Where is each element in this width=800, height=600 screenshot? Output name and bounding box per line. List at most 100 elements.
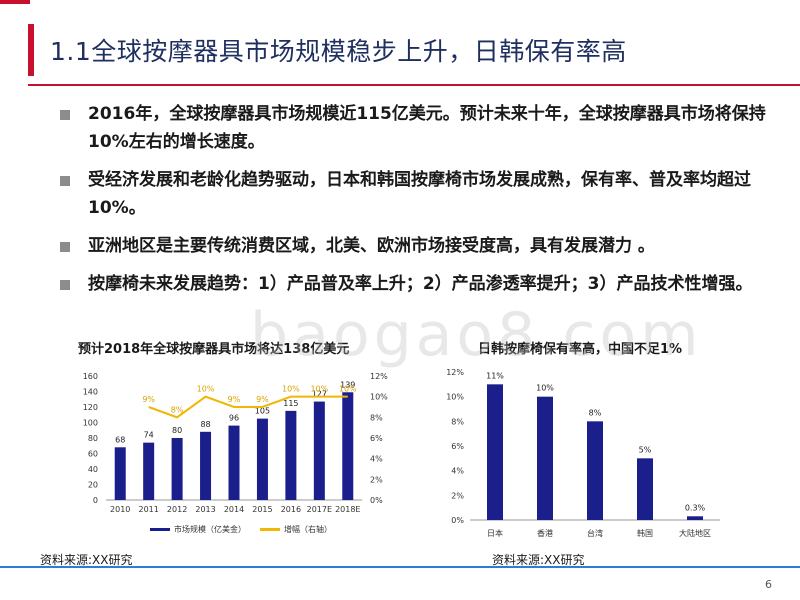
y-axis-tick: 10%: [446, 393, 464, 402]
x-axis-tick: 2016: [281, 505, 301, 514]
x-axis-tick: 2014: [224, 505, 244, 514]
legend-bar-swatch: [150, 528, 170, 531]
bullet-square-icon: [60, 176, 70, 186]
bar-market-size: [200, 431, 212, 500]
bar-value-label: 115: [283, 399, 298, 408]
x-axis-tick: 香港: [537, 528, 553, 538]
growth-value-label: 10%: [339, 385, 357, 394]
x-axis-tick: 2015: [252, 505, 272, 514]
right-axis-tick: 10%: [370, 393, 388, 402]
title-accent-bar: [28, 24, 34, 76]
source-right: 资料来源:XX研究: [492, 553, 585, 567]
growth-value-label: 8%: [171, 405, 184, 414]
y-axis-tick: 0%: [451, 516, 464, 525]
left-axis-tick: 60: [88, 450, 98, 459]
right-axis-tick: 12%: [370, 372, 388, 381]
bar-value-label: 80: [172, 426, 182, 435]
legend-bar-label: 市场规模（亿美金）: [174, 524, 246, 534]
left-chart-caption: 预计2018年全球按摩器具市场将达138亿美元: [78, 342, 350, 357]
left-axis-tick: 80: [88, 434, 98, 443]
x-axis-tick: 2018E: [335, 505, 360, 514]
bar-ownership-rate: [537, 396, 553, 520]
bar-market-size: [114, 447, 126, 500]
y-axis-tick: 8%: [451, 417, 464, 426]
x-axis-tick: 2017E: [307, 505, 332, 514]
growth-value-label: 9%: [256, 395, 269, 404]
page-number: 6: [765, 578, 772, 591]
bullet-text: 2016年，全球按摩器具市场规模近115亿美元。预计未来十年，全球按摩器具市场将…: [88, 104, 766, 152]
right-chart-caption: 日韩按摩椅保有率高，中国不足1%: [478, 342, 683, 357]
y-axis-tick: 12%: [446, 368, 464, 377]
bullet-square-icon: [60, 242, 70, 252]
right-axis-tick: 4%: [370, 455, 383, 464]
bar-ownership-rate: [487, 384, 503, 520]
x-axis-tick: 大陆地区: [679, 528, 711, 538]
bar-market-size: [313, 401, 325, 500]
top-accent-bar: [0, 0, 30, 4]
x-axis-tick: 2011: [138, 505, 158, 514]
y-axis-tick: 4%: [451, 467, 464, 476]
left-axis-tick: 160: [83, 372, 98, 381]
bar-ownership-rate: [687, 516, 703, 520]
bar-market-size: [171, 438, 183, 500]
y-axis-tick: 2%: [451, 491, 464, 500]
bar-value-label: 96: [229, 414, 239, 423]
bar-value-label: 88: [200, 420, 210, 429]
bar-value-label: 10%: [536, 384, 554, 393]
x-axis-tick: 2013: [195, 505, 215, 514]
bullet-list: 2016年，全球按摩器具市场规模近115亿美元。预计未来十年，全球按摩器具市场将…: [58, 100, 768, 308]
growth-value-label: 9%: [228, 395, 241, 404]
bar-value-label: 8%: [589, 408, 602, 417]
footer-line: [0, 566, 800, 568]
x-axis-tick: 2012: [167, 505, 187, 514]
right-axis-tick: 0%: [370, 496, 383, 505]
bar-market-size: [256, 418, 268, 500]
growth-value-label: 10%: [282, 385, 300, 394]
bar-market-size: [285, 410, 297, 500]
bullet-item: 2016年，全球按摩器具市场规模近115亿美元。预计未来十年，全球按摩器具市场将…: [58, 100, 768, 156]
ownership-rate-chart: 0% 2% 4% 6% 8% 10% 12% 11% 日本 10% 香港 8% 台湾 5% 韩国 0.3% 大陆…: [446, 368, 720, 538]
y-axis-tick: 6%: [451, 442, 464, 451]
left-axis-tick: 40: [88, 465, 98, 474]
bullet-item: 按摩椅未来发展趋势：1）产品普及率上升；2）产品渗透率提升；3）产品技术性增强。: [58, 270, 768, 298]
bar-value-label: 74: [144, 431, 154, 440]
bar-value-label: 11%: [486, 371, 504, 380]
growth-value-label: 9%: [142, 395, 155, 404]
bar-value-label: 105: [255, 407, 270, 416]
right-axis-tick: 6%: [370, 434, 383, 443]
bullet-square-icon: [60, 110, 70, 120]
title-underline: [28, 84, 800, 86]
market-size-chart: 0 20 40 60 80 100 120 140 160 0% 2% 4% 6% 8% 10% 12% 68 2…: [83, 372, 388, 534]
slide-title: 1.1全球按摩器具市场规模稳步上升，日韩保有率高: [50, 37, 627, 66]
bar-ownership-rate: [637, 458, 653, 520]
bar-value-label: 139: [340, 380, 355, 389]
x-axis-tick: 台湾: [587, 528, 603, 538]
right-axis-tick: 8%: [370, 413, 383, 422]
bar-market-size: [342, 392, 354, 500]
bar-value-label: 5%: [639, 445, 652, 454]
left-axis-tick: 140: [83, 388, 98, 397]
x-axis-tick: 日本: [487, 528, 503, 538]
bar-value-label: 127: [312, 390, 327, 399]
legend-line-label: 增幅（右轴）: [284, 524, 332, 534]
growth-value-label: 10%: [310, 385, 328, 394]
bar-market-size: [228, 425, 240, 500]
right-axis-tick: 2%: [370, 475, 383, 484]
bar-ownership-rate: [587, 421, 603, 520]
bullet-item: 受经济发展和老龄化趋势驱动，日本和韩国按摩椅市场发展成熟，保有率、普及率均超过1…: [58, 166, 768, 222]
left-axis-tick: 0: [93, 496, 98, 505]
bullet-square-icon: [60, 280, 70, 290]
x-axis-tick: 韩国: [637, 528, 653, 538]
bar-market-size: [143, 442, 155, 500]
bullet-item: 亚洲地区是主要传统消费区域，北美、欧洲市场接受度高，具有发展潜力 。: [58, 232, 768, 260]
left-axis-tick: 100: [83, 419, 98, 428]
growth-line: [148, 395, 348, 419]
left-axis-tick: 120: [83, 403, 98, 412]
growth-value-label: 10%: [197, 385, 215, 394]
left-axis-tick: 20: [88, 481, 98, 490]
x-axis-tick: 2010: [110, 505, 130, 514]
bar-value-label: 68: [115, 435, 125, 444]
bullet-text: 受经济发展和老龄化趋势驱动，日本和韩国按摩椅市场发展成熟，保有率、普及率均超过1…: [88, 170, 751, 218]
bullet-text: 按摩椅未来发展趋势：1）产品普及率上升；2）产品渗透率提升；3）产品技术性增强。: [88, 274, 753, 294]
